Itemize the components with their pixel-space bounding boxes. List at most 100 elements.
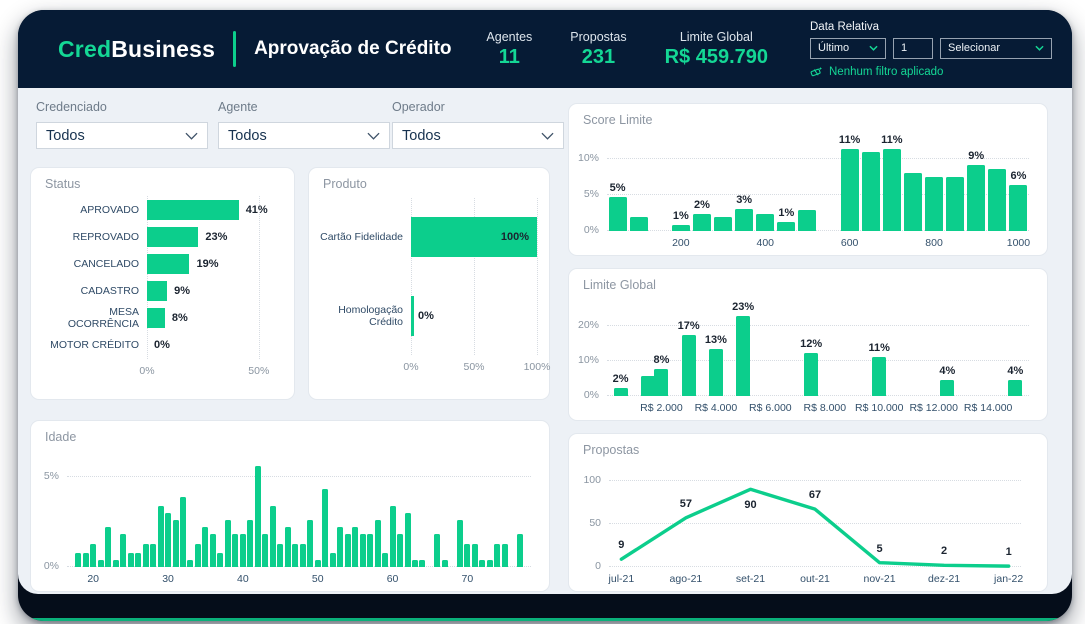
bar[interactable] (967, 165, 986, 231)
bar[interactable] (464, 543, 471, 567)
credenciado-dropdown[interactable]: Todos (36, 122, 208, 149)
bar[interactable] (640, 375, 655, 396)
bar[interactable] (367, 534, 374, 567)
bar[interactable] (804, 353, 819, 396)
bar[interactable] (872, 357, 887, 396)
bar[interactable] (157, 505, 164, 567)
bar[interactable] (277, 543, 284, 567)
bar[interactable] (135, 552, 142, 567)
bar[interactable] (359, 534, 366, 567)
bar[interactable] (337, 527, 344, 567)
bar[interactable] (314, 559, 321, 567)
bar[interactable] (671, 225, 690, 231)
bar[interactable]: 100% (411, 217, 537, 258)
bar[interactable] (882, 148, 901, 231)
bar[interactable] (1009, 185, 1028, 231)
bar[interactable] (494, 543, 501, 567)
bar[interactable] (147, 199, 239, 220)
bar[interactable] (90, 543, 97, 567)
bar[interactable] (736, 315, 751, 396)
bar[interactable] (1008, 379, 1023, 396)
bar[interactable] (412, 559, 418, 567)
bar[interactable] (946, 176, 965, 231)
bar[interactable] (187, 559, 194, 567)
bar[interactable] (262, 534, 269, 567)
bar[interactable] (194, 543, 201, 567)
bar[interactable] (471, 543, 478, 567)
bar[interactable] (397, 534, 404, 567)
bar[interactable] (389, 505, 396, 567)
bar[interactable] (82, 552, 89, 567)
bar[interactable] (486, 559, 493, 567)
bar[interactable] (147, 308, 165, 329)
bar[interactable] (75, 552, 82, 567)
bar[interactable] (629, 217, 648, 231)
bar[interactable] (411, 295, 414, 336)
bar[interactable] (147, 253, 190, 274)
bar[interactable] (654, 368, 669, 396)
bar[interactable] (798, 209, 817, 231)
bar[interactable] (613, 387, 628, 396)
bar[interactable] (172, 520, 179, 567)
bar[interactable] (209, 534, 216, 567)
bar[interactable] (861, 152, 880, 231)
bar[interactable] (692, 213, 711, 231)
bar[interactable] (714, 217, 733, 231)
bar[interactable] (608, 196, 627, 231)
bar[interactable] (147, 281, 168, 302)
propostas-line[interactable] (609, 472, 1021, 567)
bar[interactable] (224, 520, 231, 567)
date-mode-dropdown[interactable]: Último (810, 37, 886, 59)
bar[interactable] (456, 520, 463, 567)
bar[interactable] (120, 534, 127, 567)
bar[interactable] (756, 213, 775, 231)
bar[interactable] (254, 465, 261, 567)
date-unit-dropdown[interactable]: Selecionar (940, 37, 1052, 59)
date-count-input[interactable]: 1 (893, 37, 933, 59)
bar[interactable] (247, 520, 254, 567)
bar[interactable] (903, 173, 922, 231)
bar[interactable] (344, 534, 351, 567)
bar[interactable] (112, 559, 119, 567)
bar[interactable] (292, 543, 299, 567)
bar[interactable] (501, 543, 508, 567)
bar[interactable] (441, 559, 448, 567)
bar[interactable] (735, 208, 754, 231)
bar[interactable] (150, 543, 157, 567)
bar[interactable] (681, 334, 696, 396)
bar[interactable] (127, 552, 134, 567)
bar[interactable] (419, 559, 426, 567)
agente-dropdown[interactable]: Todos (218, 122, 390, 149)
bar[interactable] (165, 512, 172, 567)
bar[interactable] (708, 349, 723, 396)
bar[interactable] (329, 552, 336, 567)
bar[interactable] (434, 534, 441, 567)
bar[interactable] (840, 148, 859, 231)
bar[interactable] (217, 552, 224, 567)
bar[interactable] (925, 176, 944, 231)
bar[interactable] (307, 520, 314, 567)
bar[interactable] (269, 505, 276, 567)
operador-dropdown[interactable]: Todos (392, 122, 564, 149)
bar[interactable] (142, 543, 149, 567)
bar[interactable] (940, 379, 955, 396)
bar[interactable] (105, 527, 112, 567)
bar[interactable] (404, 512, 411, 567)
bar[interactable] (988, 168, 1007, 231)
bar[interactable] (202, 527, 209, 567)
bar[interactable] (382, 552, 389, 567)
bar[interactable] (239, 534, 246, 567)
bar[interactable] (777, 221, 796, 231)
bar[interactable] (180, 496, 186, 567)
bar[interactable] (374, 520, 381, 567)
bar[interactable] (479, 559, 486, 567)
bar[interactable] (284, 527, 291, 567)
bar[interactable] (232, 534, 239, 567)
bar[interactable] (97, 559, 104, 567)
bar[interactable] (352, 527, 359, 567)
x-tick-label: 1000 (1006, 237, 1031, 249)
bar[interactable] (322, 489, 329, 567)
bar[interactable] (147, 226, 199, 247)
bar[interactable] (516, 534, 523, 567)
bar[interactable] (299, 543, 306, 567)
